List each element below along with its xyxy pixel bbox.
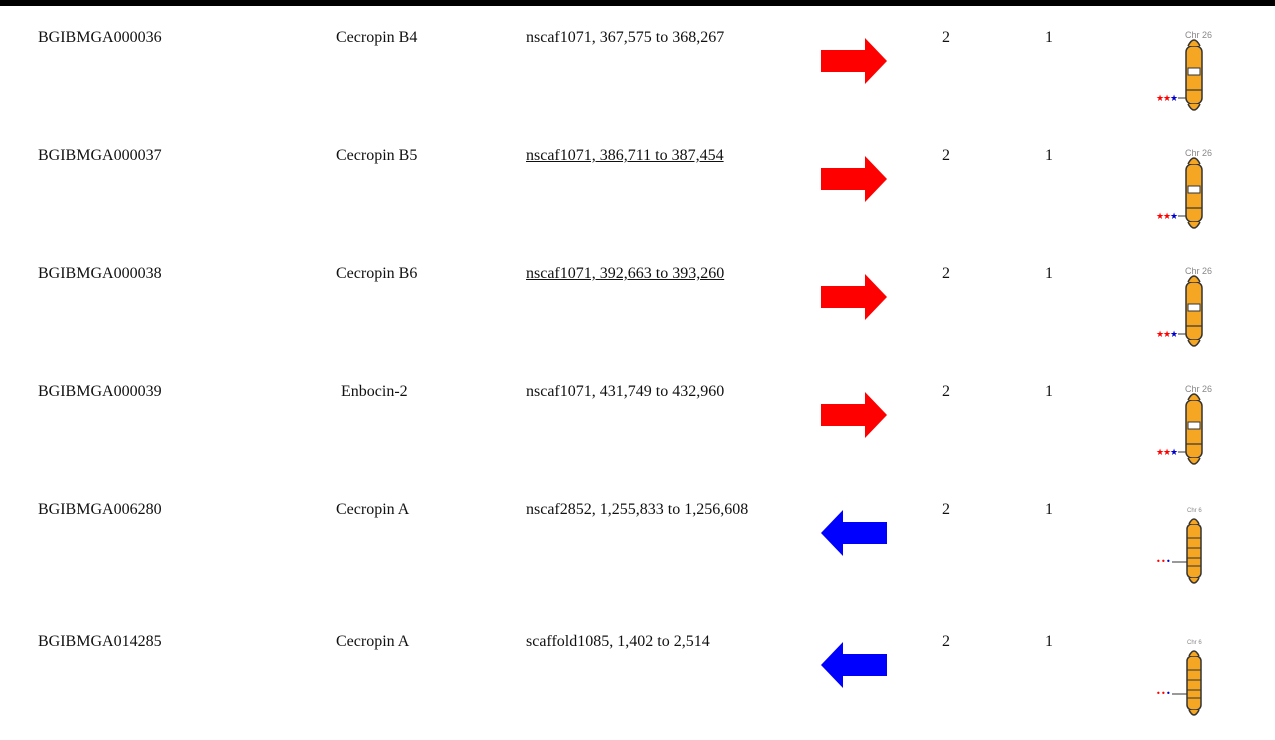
gene-id: BGIBMGA000038 xyxy=(38,265,162,282)
table-row: BGIBMGA000039 Enbocin-2 nscaf1071, 431,7… xyxy=(0,362,1275,480)
chromosome-icon: ★ ★ ★ xyxy=(1156,157,1203,229)
right-arrow-icon xyxy=(821,274,887,320)
gene-location: nscaf2852, 1,255,833 to 1,256,608 xyxy=(526,501,749,518)
gene-id: BGIBMGA014285 xyxy=(38,633,162,650)
gene-name: Cecropin A xyxy=(336,633,410,650)
top-rule xyxy=(0,0,1275,6)
gene-id: BGIBMGA000037 xyxy=(38,147,162,164)
table-row: BGIBMGA006280 Cecropin A nscaf2852, 1,25… xyxy=(0,480,1275,598)
value-column-2: 1 xyxy=(1045,265,1053,282)
svg-text:•: • xyxy=(1156,689,1161,698)
svg-text:★: ★ xyxy=(1163,330,1171,340)
value-column-2: 1 xyxy=(1045,501,1053,518)
strand-arrow-shape xyxy=(821,156,887,202)
chromosome-icon: • • • xyxy=(1156,518,1202,584)
value-column-1: 2 xyxy=(942,147,950,164)
strand-arrow-shape xyxy=(821,274,887,320)
svg-text:•: • xyxy=(1161,689,1166,698)
chromosome-label: Chr 26 xyxy=(1185,148,1213,158)
gene-location: scaffold1085, 1,402 to 2,514 xyxy=(526,633,710,650)
chromosome-diagram: Chr 26 ★ ★ ★ xyxy=(1150,28,1230,125)
chromosome-diagram: Chr 26 ★ ★ ★ xyxy=(1150,382,1230,479)
value-column-2: 1 xyxy=(1045,29,1053,46)
gene-location: nscaf1071, 386,711 to 387,454 xyxy=(526,147,724,164)
value-column-1: 2 xyxy=(942,265,950,282)
value-column-1: 2 xyxy=(942,501,950,518)
strand-arrow-shape xyxy=(821,510,887,556)
chromosome-icon: ★ ★ ★ xyxy=(1156,39,1203,111)
svg-text:★: ★ xyxy=(1156,448,1164,458)
gene-name: Cecropin B5 xyxy=(336,147,418,164)
gene-location: nscaf1071, 367,575 to 368,267 xyxy=(526,29,725,46)
value-column-2: 1 xyxy=(1045,633,1053,650)
table-row: BGIBMGA000036 Cecropin B4 nscaf1071, 367… xyxy=(0,8,1275,126)
chromosome-label: Chr 26 xyxy=(1185,384,1213,394)
gene-id: BGIBMGA006280 xyxy=(38,501,162,518)
value-column-2: 1 xyxy=(1045,383,1053,400)
left-arrow-icon xyxy=(821,510,887,556)
value-column-1: 2 xyxy=(942,29,950,46)
strand-arrow-shape xyxy=(821,642,887,688)
gene-id: BGIBMGA000039 xyxy=(38,383,162,400)
svg-text:•: • xyxy=(1166,557,1171,566)
chromosome-icon: ★ ★ ★ xyxy=(1156,393,1203,465)
svg-text:★: ★ xyxy=(1170,330,1178,340)
table-row: BGIBMGA000038 Cecropin B6 nscaf1071, 392… xyxy=(0,244,1275,362)
gene-location: nscaf1071, 392,663 to 393,260 xyxy=(526,265,725,282)
right-arrow-icon xyxy=(821,38,887,84)
chromosome-label: Chr 6 xyxy=(1187,508,1202,514)
gene-name: Cecropin A xyxy=(336,501,410,518)
chromosome-icon: ★ ★ ★ xyxy=(1156,275,1203,347)
svg-text:•: • xyxy=(1166,689,1171,698)
svg-text:★: ★ xyxy=(1163,94,1171,104)
chromosome-label: Chr 26 xyxy=(1185,266,1213,276)
strand-arrow-shape xyxy=(821,38,887,84)
svg-text:•: • xyxy=(1161,557,1166,566)
svg-text:★: ★ xyxy=(1163,212,1171,222)
svg-text:★: ★ xyxy=(1156,94,1164,104)
chromosome-diagram: Chr 26 ★ ★ ★ xyxy=(1150,146,1230,243)
table-row: BGIBMGA000037 Cecropin B5 nscaf1071, 386… xyxy=(0,126,1275,244)
left-arrow-icon xyxy=(821,642,887,688)
value-column-1: 2 xyxy=(942,383,950,400)
chromosome-label: Chr 26 xyxy=(1185,30,1213,40)
svg-text:★: ★ xyxy=(1156,212,1164,222)
value-column-2: 1 xyxy=(1045,147,1053,164)
chromosome-diagram: Chr 26 ★ ★ ★ xyxy=(1150,264,1230,361)
svg-text:★: ★ xyxy=(1163,448,1171,458)
chromosome-diagram: Chr 6 • • • xyxy=(1150,632,1230,729)
gene-name: Enbocin-2 xyxy=(341,383,408,400)
chromosome-icon: • • • xyxy=(1156,650,1202,716)
svg-text:★: ★ xyxy=(1170,448,1178,458)
gene-name: Cecropin B6 xyxy=(336,265,418,282)
gene-location: nscaf1071, 431,749 to 432,960 xyxy=(526,383,725,400)
svg-text:★: ★ xyxy=(1170,212,1178,222)
gene-name: Cecropin B4 xyxy=(336,29,418,46)
strand-arrow-shape xyxy=(821,392,887,438)
svg-text:★: ★ xyxy=(1156,330,1164,340)
table-row: BGIBMGA014285 Cecropin A scaffold1085, 1… xyxy=(0,612,1275,730)
chromosome-label: Chr 6 xyxy=(1187,640,1202,646)
value-column-1: 2 xyxy=(942,633,950,650)
right-arrow-icon xyxy=(821,392,887,438)
right-arrow-icon xyxy=(821,156,887,202)
svg-text:★: ★ xyxy=(1170,94,1178,104)
chromosome-diagram: Chr 6 • • • xyxy=(1150,500,1230,597)
svg-text:•: • xyxy=(1156,557,1161,566)
gene-id: BGIBMGA000036 xyxy=(38,29,162,46)
